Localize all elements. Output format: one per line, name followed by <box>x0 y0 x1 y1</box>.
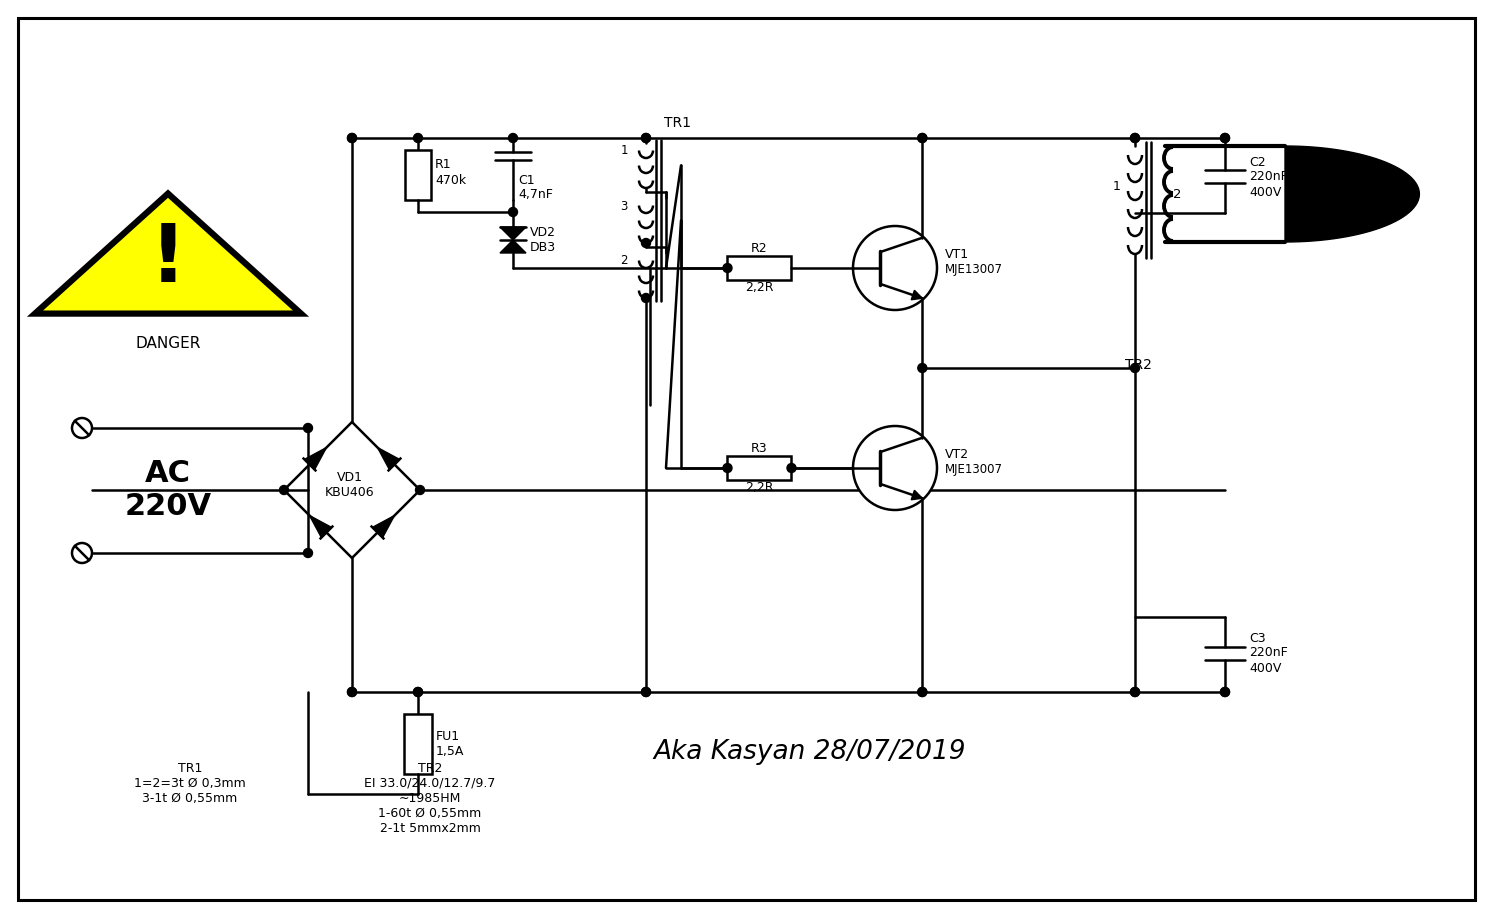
Circle shape <box>918 688 927 697</box>
Circle shape <box>509 133 518 142</box>
Text: TR2: TR2 <box>1126 358 1153 372</box>
Bar <box>727 256 791 280</box>
Text: 1: 1 <box>1114 180 1121 193</box>
Circle shape <box>723 464 732 473</box>
Text: !: ! <box>149 221 187 299</box>
Circle shape <box>414 133 423 142</box>
Circle shape <box>787 464 796 473</box>
Polygon shape <box>500 240 526 253</box>
Text: C3
220nF
400V: C3 220nF 400V <box>1250 632 1288 675</box>
Text: FU1: FU1 <box>436 730 460 743</box>
Text: TR1: TR1 <box>664 116 691 130</box>
Text: AC
220V: AC 220V <box>124 459 212 521</box>
Circle shape <box>1130 688 1139 697</box>
Circle shape <box>1220 688 1230 697</box>
Circle shape <box>72 418 93 438</box>
Text: 470k: 470k <box>434 174 466 186</box>
Circle shape <box>348 688 357 697</box>
Circle shape <box>1130 133 1139 142</box>
Circle shape <box>303 423 312 432</box>
Circle shape <box>1220 133 1230 142</box>
Circle shape <box>642 133 651 142</box>
Bar <box>405 150 431 200</box>
Circle shape <box>918 364 927 373</box>
Text: MJE13007: MJE13007 <box>945 263 1003 276</box>
Circle shape <box>1130 688 1139 697</box>
Circle shape <box>1130 133 1139 142</box>
Circle shape <box>348 133 357 142</box>
Text: TR2
EI 33.0/24.0/12.7/9.7
∼1985НМ
1-60t Ø 0,55mm
2-1t 5mmx2mm: TR2 EI 33.0/24.0/12.7/9.7 ∼1985НМ 1-60t … <box>364 762 496 835</box>
Circle shape <box>279 486 288 495</box>
Text: VD2
DB3: VD2 DB3 <box>530 226 555 254</box>
Polygon shape <box>500 227 526 240</box>
Polygon shape <box>309 516 331 538</box>
Circle shape <box>303 548 312 557</box>
Polygon shape <box>378 447 400 470</box>
Text: R1: R1 <box>434 158 451 171</box>
Text: 3: 3 <box>621 199 629 212</box>
Text: C2
220nF
400V: C2 220nF 400V <box>1250 155 1288 198</box>
Text: 2: 2 <box>621 254 629 267</box>
Circle shape <box>509 207 518 217</box>
Text: R2: R2 <box>751 241 767 254</box>
Text: TR1
1=2=3t Ø 0,3mm
3-1t Ø 0,55mm: TR1 1=2=3t Ø 0,3mm 3-1t Ø 0,55mm <box>134 762 246 805</box>
Text: Aka Kasyan 28/07/2019: Aka Kasyan 28/07/2019 <box>654 739 966 765</box>
Circle shape <box>1220 688 1230 697</box>
Polygon shape <box>911 290 923 300</box>
Circle shape <box>723 263 732 273</box>
Circle shape <box>642 239 651 248</box>
Circle shape <box>853 426 938 510</box>
Circle shape <box>918 133 927 142</box>
Text: 2,2R: 2,2R <box>745 482 773 495</box>
Circle shape <box>918 133 927 142</box>
Text: 4,7nF: 4,7nF <box>518 188 552 201</box>
Text: VT1: VT1 <box>945 248 969 261</box>
Text: VD1
KBU406: VD1 KBU406 <box>325 471 375 499</box>
Circle shape <box>642 133 651 142</box>
Polygon shape <box>372 516 394 538</box>
Circle shape <box>415 486 424 495</box>
Bar <box>727 456 791 480</box>
Bar <box>405 714 431 774</box>
Circle shape <box>1220 133 1230 142</box>
Circle shape <box>642 688 651 697</box>
Text: 1,5A: 1,5A <box>436 745 464 758</box>
Circle shape <box>1130 364 1139 373</box>
Text: 2: 2 <box>1173 187 1181 200</box>
Circle shape <box>642 294 651 303</box>
Text: R3: R3 <box>751 442 767 454</box>
Text: DANGER: DANGER <box>136 336 200 351</box>
Circle shape <box>853 226 938 310</box>
Circle shape <box>414 688 423 697</box>
Text: 2,2R: 2,2R <box>745 282 773 295</box>
Polygon shape <box>1285 146 1420 242</box>
Circle shape <box>414 688 423 697</box>
Polygon shape <box>305 447 327 470</box>
Circle shape <box>72 543 93 563</box>
Circle shape <box>348 688 357 697</box>
Polygon shape <box>911 490 923 499</box>
Text: VT2: VT2 <box>945 447 969 461</box>
Circle shape <box>642 688 651 697</box>
Text: MJE13007: MJE13007 <box>945 464 1003 476</box>
Text: C1: C1 <box>518 174 534 187</box>
Polygon shape <box>34 194 302 314</box>
Circle shape <box>918 688 927 697</box>
Circle shape <box>348 133 357 142</box>
Text: 1: 1 <box>621 144 629 158</box>
